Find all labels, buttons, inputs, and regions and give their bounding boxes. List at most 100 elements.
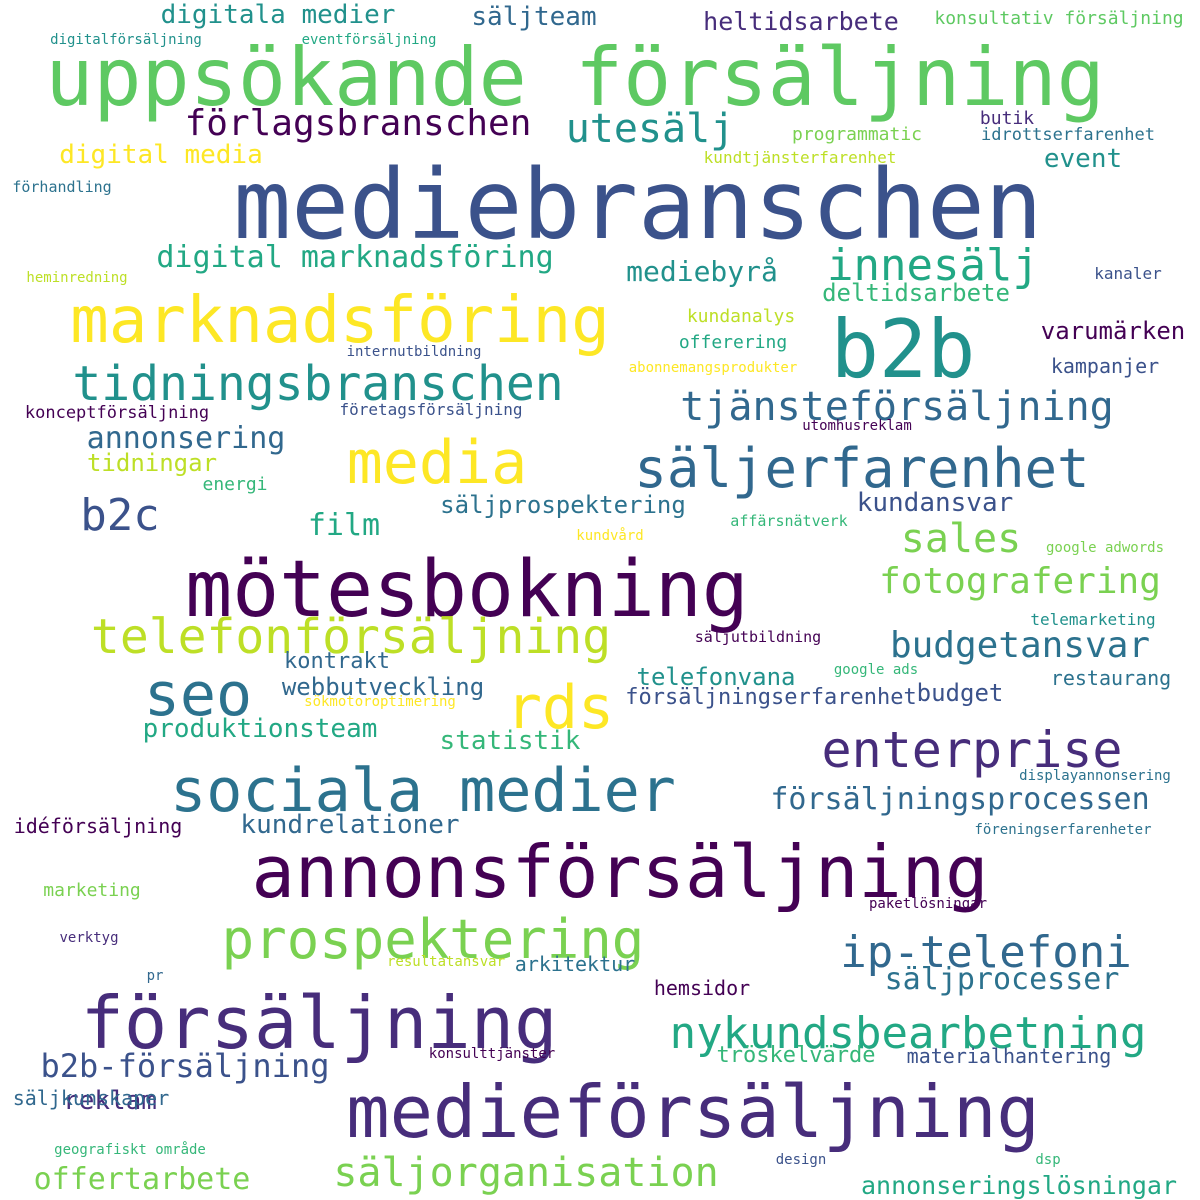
- cloud-word: produktionsteam: [142, 713, 378, 744]
- cloud-word: paketlösningar: [868, 896, 988, 913]
- cloud-word: säljteam: [471, 1, 597, 32]
- cloud-word: b2c: [80, 489, 160, 541]
- cloud-word: event: [1043, 143, 1123, 174]
- cloud-word: kundtjänsterfarenhet: [703, 147, 897, 167]
- cloud-word: kundrelationer: [240, 809, 460, 840]
- cloud-word: digital marknadsföring: [156, 239, 554, 275]
- cloud-word: google adwords: [1045, 540, 1165, 557]
- cloud-word: digitalförsäljning: [50, 32, 202, 49]
- cloud-word: marknadsföring: [70, 284, 610, 359]
- cloud-word: verktyg: [59, 930, 119, 947]
- cloud-word: tjänsteförsäljning: [680, 383, 1114, 430]
- cloud-word: förlagsbranschen: [184, 102, 532, 144]
- cloud-word: företagsförsäljning: [339, 399, 523, 419]
- cloud-word: kanaler: [1094, 263, 1162, 283]
- cloud-word: telefonförsäljning: [90, 608, 612, 665]
- cloud-word: energi: [202, 473, 268, 495]
- cloud-word: sales: [900, 515, 1022, 562]
- cloud-word: digitala medier: [160, 0, 396, 30]
- cloud-word: mediebranschen: [233, 149, 1043, 262]
- cloud-word: eventförsäljning: [301, 32, 437, 49]
- cloud-word: annonseringslösningar: [860, 1170, 1178, 1200]
- cloud-word: mediebyrå: [626, 255, 778, 289]
- cloud-word: budgetansvar: [889, 624, 1151, 666]
- cloud-word: arkitektur: [514, 952, 636, 977]
- cloud-word: varumärken: [1040, 317, 1186, 346]
- cloud-word: medieförsäljning: [346, 1069, 1040, 1154]
- cloud-word: ip-telefoni: [840, 926, 1132, 978]
- cloud-word: statistik: [439, 725, 581, 756]
- cloud-word: mötesbokning: [185, 545, 749, 636]
- cloud-word: restaurang: [1050, 666, 1172, 691]
- cloud-word: innesälj: [827, 239, 1039, 291]
- cloud-word: enterprise: [821, 721, 1123, 779]
- cloud-word: tröskelvärde: [716, 1042, 876, 1068]
- cloud-word: butik: [979, 107, 1035, 129]
- cloud-word: design: [775, 1152, 827, 1169]
- cloud-word: säljutbildning: [694, 628, 822, 647]
- cloud-word: försäljningsprocessen: [770, 781, 1150, 817]
- cloud-word: heminredning: [26, 270, 128, 287]
- cloud-word: föreningserfarenheter: [974, 822, 1152, 839]
- cloud-word: heltidsarbete: [703, 6, 899, 36]
- cloud-word: säljprocesser: [884, 961, 1120, 997]
- cloud-word: digital media: [59, 139, 263, 170]
- cloud-word: hemsidor: [653, 976, 751, 1001]
- cloud-word: sökmotoroptimering: [304, 694, 456, 711]
- cloud-word: idrottserfarenhet: [981, 124, 1155, 145]
- cloud-word: programmatic: [791, 123, 923, 145]
- cloud-word: reklam: [63, 1085, 157, 1116]
- cloud-word: försäljning: [80, 980, 558, 1065]
- cloud-word: b2b: [830, 302, 976, 396]
- cloud-word: konceptförsäljning: [24, 402, 210, 423]
- cloud-word: b2b-försäljning: [40, 1047, 330, 1086]
- cloud-word: telemarketing: [1030, 609, 1156, 629]
- cloud-word: sociala medier: [170, 756, 676, 827]
- cloud-word: geografiskt område: [54, 1142, 206, 1159]
- cloud-word: offerering: [678, 331, 788, 353]
- cloud-word: nykundsbearbetning: [669, 1007, 1147, 1059]
- cloud-word: displayannonsering: [1019, 768, 1171, 785]
- cloud-word: annonsering: [86, 420, 286, 456]
- cloud-word: kampanjer: [1050, 354, 1160, 379]
- cloud-word: dsp: [1035, 1152, 1061, 1169]
- cloud-word: resultatansvar: [386, 954, 506, 971]
- cloud-word: kundansvar: [856, 487, 1014, 518]
- cloud-word: marketing: [43, 879, 141, 901]
- cloud-word: tidningar: [86, 449, 218, 478]
- cloud-word: fotografering: [879, 560, 1161, 602]
- cloud-word: idéförsäljning: [13, 814, 183, 839]
- cloud-word: annonsförsäljning: [251, 829, 989, 914]
- cloud-word: google ads: [833, 662, 919, 679]
- cloud-word: media: [346, 428, 528, 499]
- cloud-word: rds: [505, 673, 615, 744]
- cloud-word: budget: [916, 679, 1004, 708]
- cloud-word: deltidsarbete: [822, 279, 1010, 308]
- cloud-word: film: [307, 507, 381, 543]
- cloud-word: affärsnätverk: [730, 512, 848, 531]
- cloud-word: webbutveckling: [281, 673, 485, 702]
- cloud-word: kundvård: [576, 528, 644, 545]
- cloud-word: säljkunskaper: [12, 1086, 170, 1111]
- cloud-word: pr: [146, 968, 164, 985]
- cloud-word: kontrakt: [284, 648, 390, 674]
- cloud-word: offertarbete: [33, 1161, 251, 1197]
- cloud-word: abonnemangsprodukter: [628, 360, 798, 377]
- cloud-word: säljorganisation: [333, 1149, 719, 1196]
- cloud-word: seo: [143, 660, 253, 731]
- cloud-word: säljerfarenhet: [634, 436, 1090, 500]
- cloud-word: prospektering: [221, 907, 645, 971]
- cloud-word: försäljningserfarenhet: [625, 684, 917, 710]
- cloud-word: kundanalys: [686, 305, 796, 327]
- cloud-word: utomhusreklam: [802, 418, 912, 435]
- cloud-word: tidningsbranschen: [72, 355, 564, 412]
- cloud-word: telefonvana: [636, 663, 796, 692]
- cloud-word: uppsökande försäljning: [45, 30, 1105, 124]
- cloud-word: säljprospektering: [440, 491, 686, 520]
- cloud-word: förhandling: [12, 178, 112, 197]
- cloud-word: konsultativ försäljning: [934, 7, 1184, 29]
- cloud-word: internutbildning: [346, 344, 482, 361]
- cloud-word: utesälj: [565, 105, 735, 152]
- cloud-word: konsulttjänster: [428, 1046, 556, 1063]
